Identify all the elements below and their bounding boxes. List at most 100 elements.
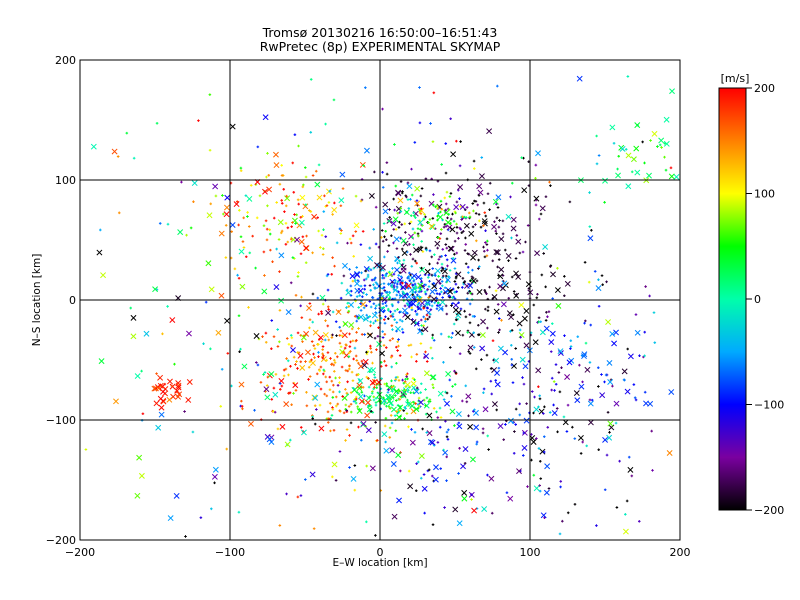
data-point-cross [312,395,319,401]
data-point-cross [395,452,402,459]
data-point-plus [421,250,425,253]
data-point-plus [427,400,430,403]
data-point-plus [437,301,440,304]
data-point-cross [495,194,502,201]
data-point-plus [493,220,496,224]
data-point-plus [425,248,428,252]
data-point-plus [566,403,570,407]
data-point-plus [431,282,435,285]
data-point-plus [230,384,233,388]
data-point-plus [278,524,282,527]
data-point-plus [414,402,417,405]
data-point-plus [269,248,272,252]
data-point-cross [273,151,279,158]
data-point-plus [197,119,200,122]
data-point-cross [533,406,540,413]
data-point-cross [272,391,279,398]
data-point-plus [265,238,269,242]
data-point-cross [397,197,404,204]
data-point-cross [555,302,562,309]
data-point-cross [492,198,499,205]
data-point-plus [552,380,556,383]
data-point-cross [535,150,541,157]
data-point-cross [673,173,680,180]
data-point-cross [457,184,464,191]
data-point-plus [588,361,592,364]
data-point-plus [226,352,230,355]
y-tick-label: −100 [46,414,76,427]
data-point-plus [380,297,384,300]
data-point-plus [393,143,396,146]
data-point-plus [475,239,478,243]
data-point-plus [339,296,343,300]
data-point-plus [448,346,452,349]
data-point-cross [577,434,584,441]
data-point-plus [579,452,583,455]
data-point-plus [348,466,351,469]
data-point-plus [248,251,252,255]
data-point-plus [597,154,601,157]
data-point-plus [370,391,374,395]
data-point-cross [389,447,396,454]
data-point-plus [309,131,313,134]
data-point-cross [173,492,180,499]
data-point-cross [455,411,462,417]
data-point-plus [381,273,384,277]
data-point-plus [338,325,341,329]
data-point-plus [550,388,553,392]
data-point-cross [186,379,193,385]
data-point-plus [461,286,464,289]
data-point-plus [320,340,323,343]
data-point-cross [445,371,452,377]
data-point-plus [192,200,195,204]
data-point-plus [560,366,563,370]
data-point-plus [562,415,566,419]
data-point-plus [285,357,288,360]
data-point-plus [458,205,462,208]
data-point-plus [438,292,442,296]
data-point-plus [462,230,465,233]
data-point-cross [414,200,421,207]
data-point-plus [400,223,404,226]
data-point-cross [543,325,550,332]
data-point-plus [401,319,404,323]
data-point-plus [301,215,304,218]
data-point-plus [588,191,591,194]
data-point-plus [293,213,296,216]
data-point-cross [298,219,305,226]
grid-lines [80,60,680,540]
data-point-plus [382,396,385,400]
data-point-plus [548,411,552,414]
data-point-plus [308,326,311,330]
data-point-plus [388,407,392,410]
data-point-cross [584,366,591,373]
data-point-plus [362,306,366,310]
data-point-plus [558,390,562,394]
data-point-plus [396,340,399,344]
data-point-plus [270,319,274,322]
data-point-plus [538,460,542,463]
data-point-plus [559,485,562,489]
data-point-plus [583,261,587,264]
data-point-plus [510,275,514,279]
data-point-cross [493,308,500,315]
data-point-plus [381,330,384,333]
data-point-plus [470,498,473,501]
data-point-cross [599,392,606,399]
data-point-plus [530,458,533,462]
data-point-plus [247,225,251,228]
data-point-plus [345,306,348,309]
data-point-plus [461,333,465,337]
data-point-plus [537,316,541,320]
data-point-cross [481,506,488,512]
data-point-plus [345,391,349,395]
data-point-plus [209,347,212,351]
data-point-plus [482,201,486,205]
data-point-plus [407,207,411,210]
data-point-plus [350,327,354,331]
data-point-plus [374,403,378,407]
data-point-plus [405,195,408,199]
data-point-plus [280,199,283,202]
data-point-plus [359,284,363,288]
data-point-plus [405,375,408,378]
